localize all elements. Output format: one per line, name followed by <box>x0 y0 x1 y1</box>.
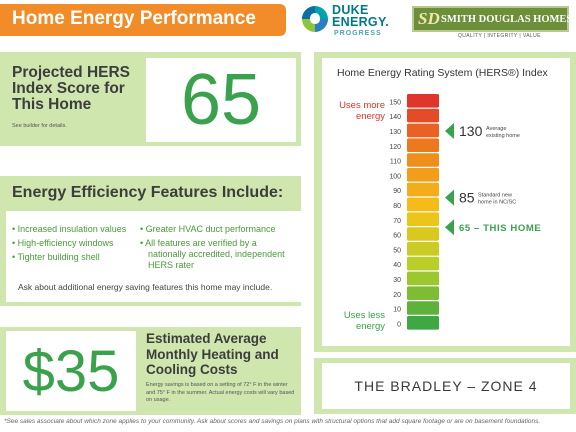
features-note: Ask about additional energy saving featu… <box>18 282 273 292</box>
duke-logo-line-2: ENERGY. <box>332 15 389 29</box>
uses-more-energy-label: Uses more <box>339 100 385 111</box>
hers-marker-arrow-icon <box>445 123 454 139</box>
hers-scale-segment <box>407 123 439 138</box>
hers-scale-segment <box>407 153 439 167</box>
duke-logo-line-3: PROGRESS <box>334 30 382 37</box>
monthly-cost-value: $35 <box>22 339 120 404</box>
hers-scale-segment <box>407 242 439 256</box>
duke-energy-logo: DUKE ENERGY. PROGRESS <box>300 2 396 42</box>
feature-item-continued: HERS rater <box>148 260 195 270</box>
hers-scale-segment <box>407 212 439 226</box>
hers-marker-caption: home in NC/SC <box>478 200 516 206</box>
smith-douglas-logo: SD SMITH DOUGLAS HOMES QUALITY | INTEGRI… <box>412 4 573 39</box>
hers-scale-tick-label: 150 <box>389 99 401 106</box>
hers-scale-tick-label: 100 <box>389 173 401 180</box>
feature-item-continued: nationally accredited, independent <box>148 249 285 259</box>
smith-douglas-monogram: SD <box>418 9 440 28</box>
hers-scale-segment <box>407 316 439 330</box>
hers-scale-tick-label: 70 <box>393 218 401 225</box>
uses-less-energy-label: energy <box>356 321 385 332</box>
page-title: Home Energy Performance <box>12 8 256 29</box>
cost-card: $35 <box>6 331 136 411</box>
features-card <box>6 211 301 302</box>
hers-marker-value: 130 <box>459 123 483 139</box>
hers-score-card: 65 <box>146 58 296 142</box>
hers-scale-tick-label: 90 <box>393 188 401 195</box>
hers-scale-segment <box>407 286 439 300</box>
hers-scale-tick-label: 30 <box>393 277 401 284</box>
hers-scale-tick-label: 130 <box>389 129 401 136</box>
feature-item: • Increased insulation values <box>12 224 127 234</box>
feature-item: • Tighter building shell <box>12 252 100 262</box>
hers-score-label: Projected HERS Index Score for This Home <box>12 64 131 113</box>
hers-marker-caption: Standard new <box>478 193 512 199</box>
feature-item: • High-efficiency windows <box>12 238 114 248</box>
hers-scale-segment <box>407 271 439 286</box>
hers-scale-segment <box>407 301 439 315</box>
smith-douglas-logo-box: SD SMITH DOUGLAS HOMES <box>412 6 573 32</box>
hers-marker-this-home-label: 65 – THIS HOME <box>459 223 541 234</box>
hers-scale-segment <box>407 227 439 241</box>
hers-score-note: See builder for details. <box>12 123 67 129</box>
hers-scale-segment <box>407 197 439 212</box>
hers-marker-caption: Average <box>486 126 506 132</box>
footnote: *See sales associate about which zone ap… <box>4 418 541 425</box>
monthly-cost-note: Energy savings is based on a setting of … <box>146 382 295 403</box>
feature-item: • All features are verified by a <box>140 238 257 248</box>
zone-card <box>322 363 570 409</box>
monthly-cost-title: Estimated Average Monthly Heating and Co… <box>146 331 279 377</box>
hers-scale-tick-label: 0 <box>397 321 401 328</box>
hers-scale-tick-label: 50 <box>393 247 401 254</box>
hers-scale-tick-label: 140 <box>389 114 401 121</box>
hers-marker-value: 85 <box>459 190 475 206</box>
smith-douglas-name: SMITH DOUGLAS HOMES <box>441 14 573 25</box>
hers-scale-segment <box>407 108 439 123</box>
chart-title: Home Energy Rating System (HERS®) Index <box>337 67 548 79</box>
hers-scale-tick-label: 60 <box>393 233 401 240</box>
features-title: Energy Efficiency Features Include: <box>12 184 284 201</box>
hers-scale-tick-label: 20 <box>393 292 401 299</box>
duke-energy-mark-icon <box>302 6 328 32</box>
hers-scale-tick-label: 110 <box>390 159 401 166</box>
uses-more-energy-label: energy <box>356 111 385 122</box>
feature-item: • Greater HVAC duct performance <box>140 224 276 234</box>
duke-logo-line-1: DUKE <box>332 3 369 17</box>
hers-score-value: 65 <box>180 60 262 140</box>
hers-scale-tick-label: 120 <box>389 144 401 151</box>
hers-chart-card <box>322 58 570 346</box>
hers-scale-segment <box>407 182 439 197</box>
hers-scale-tick-label: 10 <box>393 307 401 314</box>
hers-scale-tick-label: 80 <box>393 203 401 210</box>
hers-scale-segment <box>407 138 439 152</box>
hers-scale-segment <box>407 256 439 271</box>
smith-douglas-tagline: QUALITY | INTEGRITY | VALUE <box>458 33 541 39</box>
plan-zone-label: THE BRADLEY – ZONE 4 <box>354 378 538 394</box>
hers-scale-segment <box>407 168 439 182</box>
uses-less-energy-label: Uses less <box>344 310 385 321</box>
hers-marker-caption: existing home <box>486 133 520 139</box>
title-bar: Home Energy Performance <box>0 4 286 36</box>
hers-scale-segment <box>407 94 439 108</box>
hers-marker-arrow-icon <box>445 189 454 206</box>
hers-scale-tick-label: 40 <box>393 262 401 269</box>
hers-marker-arrow-icon <box>445 219 454 236</box>
